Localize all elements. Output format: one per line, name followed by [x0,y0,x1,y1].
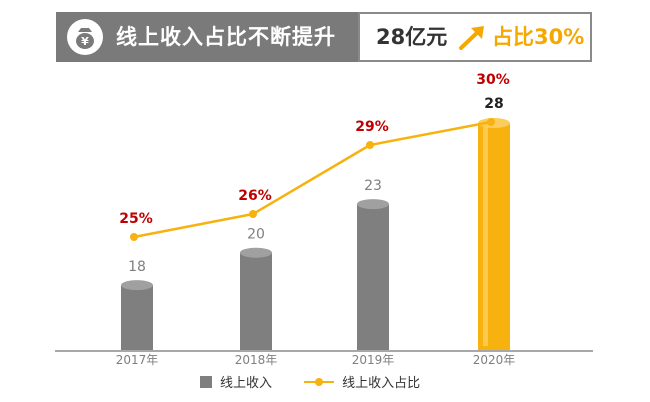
bar-value-label-2: 23 [364,178,382,194]
bar-value-label-0: 18 [128,259,146,275]
share-point-1 [249,210,257,218]
share-label-2: 29% [355,119,389,135]
share-point-3 [487,118,495,126]
x-tick-label-0: 2017年 [116,353,159,367]
banner-highlight-panel: 28亿元 占比30% [358,12,592,62]
bar-2 [357,204,389,350]
x-tick-label-2: 2019年 [352,353,395,367]
share-label-0: 25% [119,211,153,227]
legend-label-bar: 线上收入 [220,376,273,391]
bar-cap-0 [121,280,153,291]
bar-1 [240,252,272,350]
legend-item-bar: 线上收入 [200,372,272,391]
bar-0 [121,285,153,350]
share-label-3: 30% [476,72,510,88]
legend-item-line: 线上收入占比 [304,372,420,391]
header-banner: ¥ 线上收入占比不断提升 28亿元 占比30% [56,12,592,62]
banner-title-panel: ¥ 线上收入占比不断提升 [56,12,358,62]
bar-cap-2 [357,199,389,210]
banner-amount: 28亿元 [376,25,448,49]
svg-text:¥: ¥ [81,35,89,48]
banner-share: 占比30% [492,25,585,49]
legend-line-swatch-icon [304,377,335,386]
x-tick-label-1: 2018年 [235,353,278,367]
bar-3 [478,123,510,350]
bar-highlight-shine [483,127,488,346]
bar-value-label-1: 20 [247,227,265,243]
share-point-0 [130,233,138,241]
legend-label-line: 线上收入占比 [342,376,421,391]
arrow-up-right-icon [459,26,484,50]
share-label-1: 26% [238,188,272,204]
money-bag-yen-icon: ¥ [67,19,103,55]
bar-value-label-3: 28 [484,96,503,112]
legend-bar-swatch-icon [200,375,212,388]
share-point-2 [366,141,374,149]
legend: 线上收入 线上收入占比 [200,372,448,392]
bar-cap-1 [240,247,272,258]
banner-title: 线上收入占比不断提升 [116,25,336,49]
x-tick-label-3: 2020年 [473,353,516,367]
share-line [133,120,492,239]
